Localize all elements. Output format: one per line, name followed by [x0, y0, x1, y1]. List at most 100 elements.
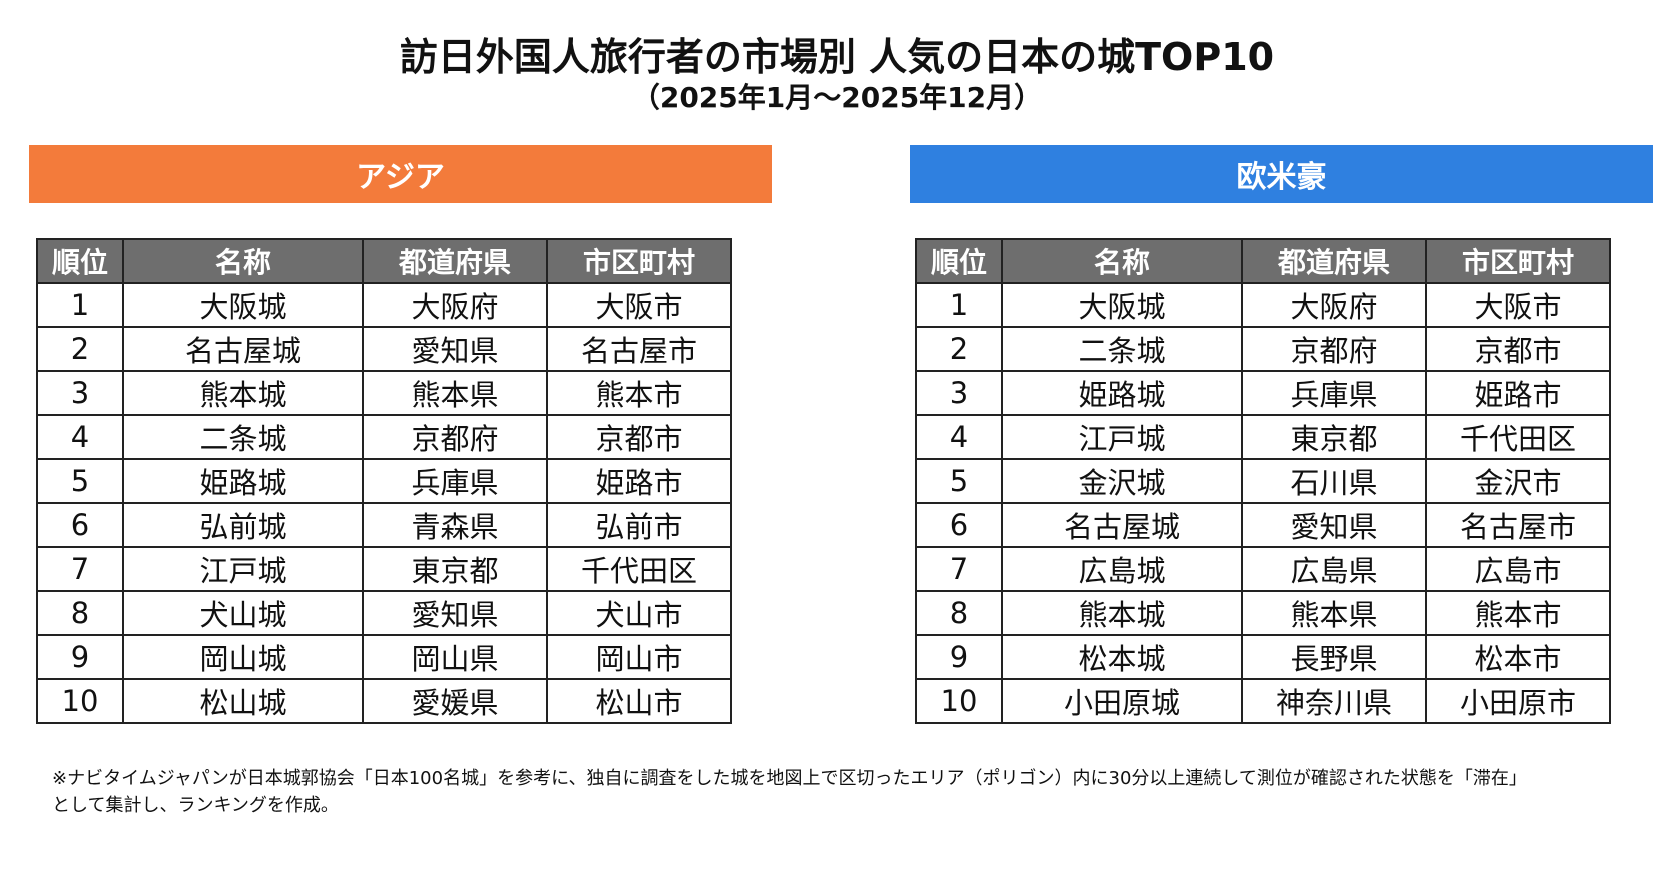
castle-name-cell: 大阪城 [122, 282, 364, 328]
name-header: 名称 [1001, 238, 1243, 284]
prefecture-header: 都道府県 [362, 238, 548, 284]
prefecture-cell: 広島県 [1241, 546, 1427, 592]
castle-name-cell: 小田原城 [1001, 678, 1243, 724]
prefecture-cell: 青森県 [362, 502, 548, 548]
city-cell: 姫路市 [1425, 370, 1611, 416]
castle-name-cell: 松山城 [122, 678, 364, 724]
rank-cell: 5 [36, 458, 124, 504]
rank-cell: 9 [36, 634, 124, 680]
table-row: 2 名古屋城 愛知県 名古屋市 [36, 326, 732, 372]
prefecture-cell: 東京都 [1241, 414, 1427, 460]
page-subtitle: （2025年1月～2025年12月） [631, 81, 1043, 114]
city-cell: 名古屋市 [1425, 502, 1611, 548]
castle-name-cell: 熊本城 [122, 370, 364, 416]
prefecture-cell: 愛知県 [1241, 502, 1427, 548]
city-cell: 松山市 [546, 678, 732, 724]
prefecture-cell: 石川県 [1241, 458, 1427, 504]
rank-cell: 1 [915, 282, 1003, 328]
castle-name-cell: 犬山城 [122, 590, 364, 636]
city-header: 市区町村 [1425, 238, 1611, 284]
table-header-row: 順位 名称 都道府県 市区町村 [36, 238, 732, 284]
rank-cell: 7 [36, 546, 124, 592]
castle-name-cell: 江戸城 [122, 546, 364, 592]
rank-cell: 3 [915, 370, 1003, 416]
city-cell: 広島市 [1425, 546, 1611, 592]
west-panel-label: 欧米豪 [1236, 160, 1327, 195]
prefecture-cell: 東京都 [362, 546, 548, 592]
rank-cell: 8 [915, 590, 1003, 636]
city-cell: 姫路市 [546, 458, 732, 504]
table-header-row: 順位 名称 都道府県 市区町村 [915, 238, 1611, 284]
table-row: 10 松山城 愛媛県 松山市 [36, 678, 732, 724]
table-row: 1 大阪城 大阪府 大阪市 [915, 282, 1611, 328]
rank-cell: 2 [915, 326, 1003, 372]
city-cell: 千代田区 [1425, 414, 1611, 460]
castle-name-cell: 熊本城 [1001, 590, 1243, 636]
prefecture-header: 都道府県 [1241, 238, 1427, 284]
table-row: 6 名古屋城 愛知県 名古屋市 [915, 502, 1611, 548]
castle-name-cell: 姫路城 [122, 458, 364, 504]
castle-name-cell: 岡山城 [122, 634, 364, 680]
rank-cell: 6 [36, 502, 124, 548]
city-cell: 京都市 [546, 414, 732, 460]
prefecture-cell: 京都府 [362, 414, 548, 460]
table-row: 8 熊本城 熊本県 熊本市 [915, 590, 1611, 636]
table-row: 7 江戸城 東京都 千代田区 [36, 546, 732, 592]
castle-name-cell: 二条城 [1001, 326, 1243, 372]
table-row: 5 姫路城 兵庫県 姫路市 [36, 458, 732, 504]
city-cell: 熊本市 [546, 370, 732, 416]
city-cell: 大阪市 [1425, 282, 1611, 328]
rank-cell: 3 [36, 370, 124, 416]
rank-cell: 4 [36, 414, 124, 460]
rank-header: 順位 [915, 238, 1003, 284]
city-cell: 大阪市 [546, 282, 732, 328]
castle-name-cell: 江戸城 [1001, 414, 1243, 460]
asia-ranking-table: 順位 名称 都道府県 市区町村 1 大阪城 大阪府 大阪市 2 名古屋城 愛知県 名古屋市 3 熊本城 熊… [36, 238, 732, 724]
footnote-line: として集計し、ランキングを作成。 [52, 795, 339, 816]
west-panel-header: 欧米豪 [910, 145, 1653, 203]
rank-cell: 10 [915, 678, 1003, 724]
castle-name-cell: 弘前城 [122, 502, 364, 548]
castle-name-cell: 二条城 [122, 414, 364, 460]
table-row: 4 江戸城 東京都 千代田区 [915, 414, 1611, 460]
city-cell: 岡山市 [546, 634, 732, 680]
prefecture-cell: 兵庫県 [1241, 370, 1427, 416]
name-header: 名称 [122, 238, 364, 284]
city-cell: 千代田区 [546, 546, 732, 592]
prefecture-cell: 京都府 [1241, 326, 1427, 372]
table-row: 10 小田原城 神奈川県 小田原市 [915, 678, 1611, 724]
footnote: ※ナビタイムジャパンが日本城郭協会「日本100名城」を参考に、独自に調査をした城… [52, 765, 1642, 819]
rank-cell: 9 [915, 634, 1003, 680]
castle-name-cell: 広島城 [1001, 546, 1243, 592]
prefecture-cell: 大阪府 [1241, 282, 1427, 328]
prefecture-cell: 熊本県 [1241, 590, 1427, 636]
prefecture-cell: 長野県 [1241, 634, 1427, 680]
table-row: 2 二条城 京都府 京都市 [915, 326, 1611, 372]
rank-cell: 1 [36, 282, 124, 328]
city-cell: 犬山市 [546, 590, 732, 636]
table-row: 8 犬山城 愛知県 犬山市 [36, 590, 732, 636]
castle-name-cell: 松本城 [1001, 634, 1243, 680]
table-row: 7 広島城 広島県 広島市 [915, 546, 1611, 592]
prefecture-cell: 兵庫県 [362, 458, 548, 504]
city-cell: 熊本市 [1425, 590, 1611, 636]
rank-cell: 2 [36, 326, 124, 372]
castle-name-cell: 大阪城 [1001, 282, 1243, 328]
city-cell: 金沢市 [1425, 458, 1611, 504]
table-row: 1 大阪城 大阪府 大阪市 [36, 282, 732, 328]
table-row: 9 岡山城 岡山県 岡山市 [36, 634, 732, 680]
city-cell: 弘前市 [546, 502, 732, 548]
castle-name-cell: 名古屋城 [122, 326, 364, 372]
table-row: 3 姫路城 兵庫県 姫路市 [915, 370, 1611, 416]
footnote-line: ※ナビタイムジャパンが日本城郭協会「日本100名城」を参考に、独自に調査をした城… [52, 768, 1527, 789]
city-header: 市区町村 [546, 238, 732, 284]
city-cell: 松本市 [1425, 634, 1611, 680]
rank-cell: 6 [915, 502, 1003, 548]
castle-name-cell: 名古屋城 [1001, 502, 1243, 548]
asia-panel-label: アジア [356, 160, 445, 195]
table-row: 5 金沢城 石川県 金沢市 [915, 458, 1611, 504]
west-ranking-table: 順位 名称 都道府県 市区町村 1 大阪城 大阪府 大阪市 2 二条城 京都府 京都市 3 姫路城 兵庫県… [915, 238, 1611, 724]
rank-cell: 5 [915, 458, 1003, 504]
rank-header: 順位 [36, 238, 124, 284]
page-title: 訪日外国人旅行者の市場別 人気の日本の城TOP10 [399, 35, 1275, 79]
